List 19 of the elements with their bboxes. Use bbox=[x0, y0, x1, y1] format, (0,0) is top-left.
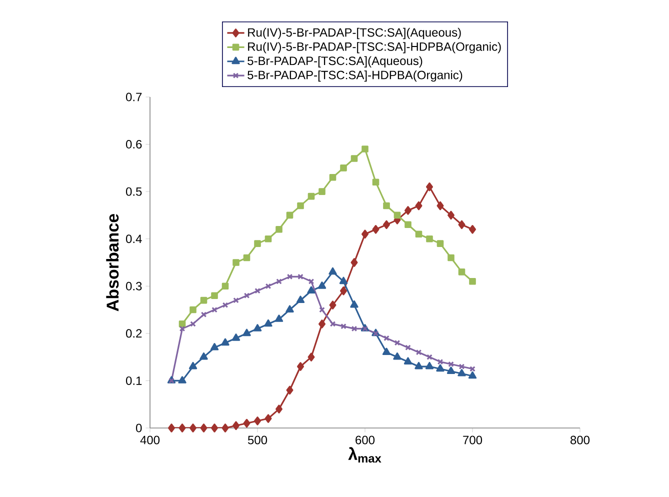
x-tick-label: 500 bbox=[248, 436, 268, 444]
x-tick-label: 600 bbox=[356, 436, 375, 444]
legend-label: 5-Br-PADAP-[TSC:SA](Aqueous) bbox=[248, 56, 422, 68]
y-tick-label: 0.7 bbox=[126, 92, 142, 102]
y-tick-label: 0.5 bbox=[126, 187, 142, 196]
y-tick-label: 0.6 bbox=[126, 140, 142, 149]
legend-label: Ru(IV)-5-Br-PADAP-[TSC:SA]-HDPBA(Organic) bbox=[248, 42, 501, 54]
legend-label: 5-Br-PADAP-[TSC:SA]-HDPBA(Organic) bbox=[248, 70, 462, 82]
x-tick-label: 800 bbox=[570, 436, 590, 444]
legend-label: Ru(IV)-5-Br-PADAP-[TSC:SA](Aqueous) bbox=[248, 28, 461, 40]
y-tick-label: 0.3 bbox=[126, 282, 142, 290]
y-axis-title: Absorbance bbox=[106, 214, 119, 312]
x-tick-label: 400 bbox=[140, 436, 160, 444]
y-tick-label: 0 bbox=[136, 424, 142, 432]
y-tick-label: 0.4 bbox=[126, 234, 142, 244]
y-tick-label: 0.2 bbox=[126, 329, 142, 338]
x-axis-title: λ$_{max}$ bbox=[348, 447, 382, 463]
x-tick-label: 700 bbox=[463, 436, 482, 444]
y-tick-label: 0.1 bbox=[126, 376, 142, 385]
